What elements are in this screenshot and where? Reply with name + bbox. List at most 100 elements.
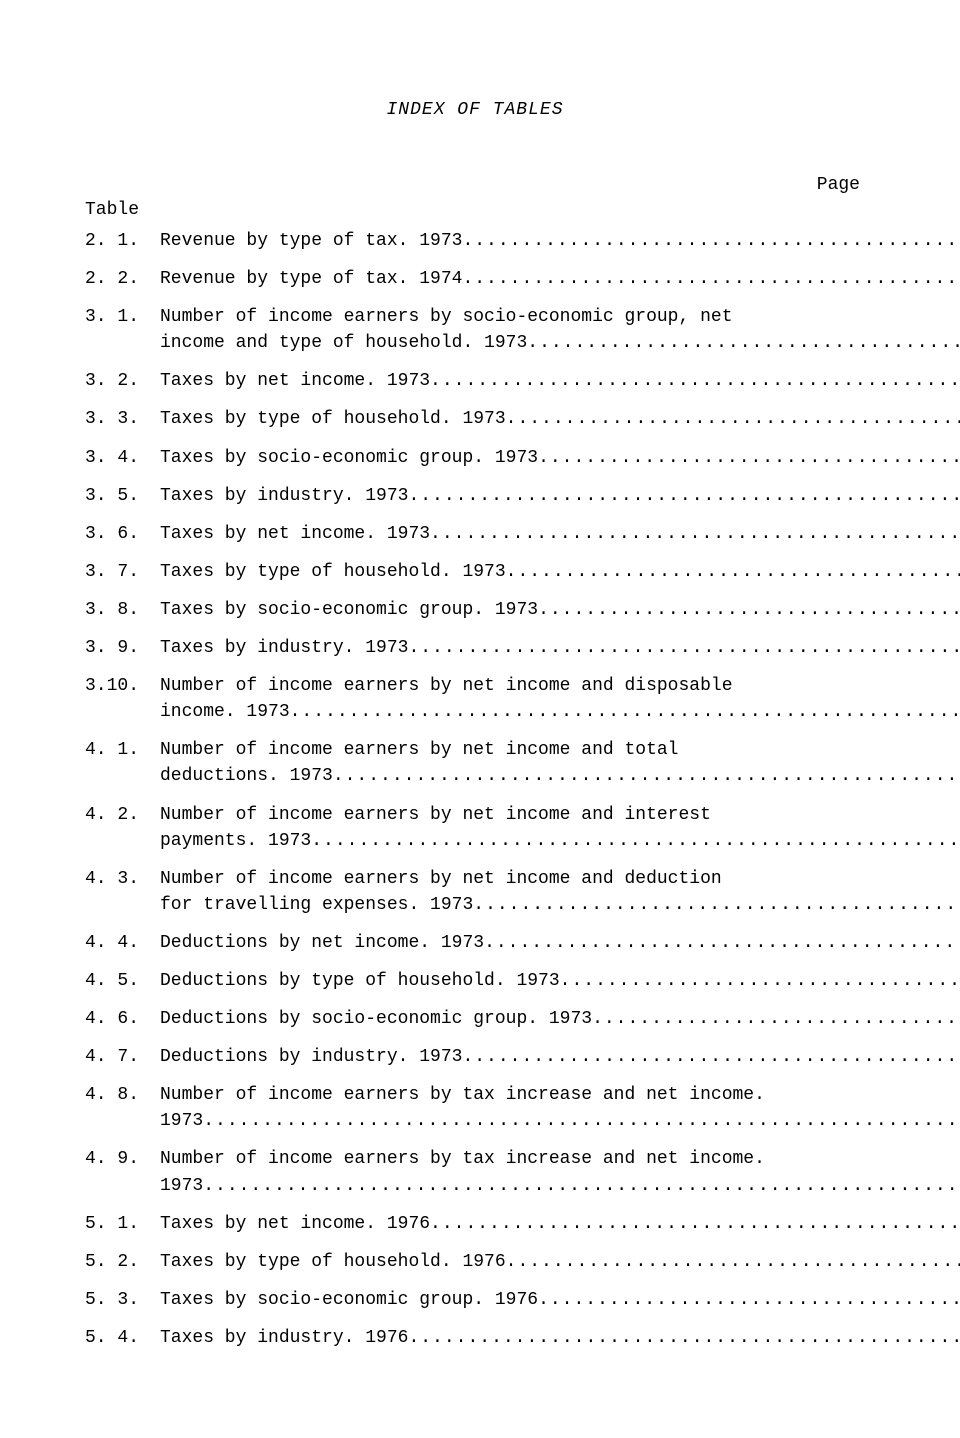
dot-leader: ........................................… (506, 1249, 960, 1275)
entry-title-line: Number of income earners by net income a… (160, 802, 960, 828)
index-entry: 5. 1.Taxes by net income. 1976 .........… (85, 1211, 880, 1237)
index-entry: 4. 8.Number of income earners by tax inc… (85, 1082, 880, 1134)
index-entry: 3. 7.Taxes by type of household. 1973 ..… (85, 559, 880, 585)
entry-number: 3. 9. (85, 635, 160, 661)
index-title: INDEX OF TABLES (70, 100, 880, 120)
index-entry: 4. 6.Deductions by socio-economic group.… (85, 1006, 880, 1032)
entry-number: 4. 2. (85, 802, 160, 828)
index-entry: 4. 5.Deductions by type of household. 19… (85, 968, 880, 994)
entry-title-line: 1973 (160, 1173, 203, 1199)
entry-number: 4. 8. (85, 1082, 160, 1108)
entry-number: 4. 1. (85, 737, 160, 763)
entry-number: 2. 2. (85, 266, 160, 292)
dot-leader: ........................................… (462, 1044, 960, 1070)
entry-number: 4. 7. (85, 1044, 160, 1070)
entry-title-line: Taxes by socio-economic group. 1973 (160, 597, 538, 623)
entry-number: 3.10. (85, 673, 160, 699)
index-entry: 3. 2.Taxes by net income. 1973 .........… (85, 368, 880, 394)
entry-title-line: Revenue by type of tax. 1973 (160, 228, 462, 254)
entry-number: 5. 4. (85, 1325, 160, 1351)
dot-leader: ........................................… (333, 763, 960, 789)
entry-number: 5. 1. (85, 1211, 160, 1237)
index-entry: 4. 2.Number of income earners by net inc… (85, 802, 880, 854)
entry-title-line: Deductions by industry. 1973 (160, 1044, 462, 1070)
index-entry: 4. 7.Deductions by industry. 1973 ......… (85, 1044, 880, 1070)
index-entry: 4. 1.Number of income earners by net inc… (85, 737, 880, 789)
index-entry: 4. 3.Number of income earners by net inc… (85, 866, 880, 918)
dot-leader: ........................................… (311, 828, 960, 854)
entry-title-line: Taxes by socio-economic group. 1976 (160, 1287, 538, 1313)
entry-number: 3. 6. (85, 521, 160, 547)
table-column-header: Table (70, 200, 880, 220)
entry-title-line: Taxes by industry. 1973 (160, 483, 408, 509)
entry-number: 3. 3. (85, 406, 160, 432)
dot-leader: ........................................… (408, 1325, 960, 1351)
entry-title-line: for travelling expenses. 1973 (160, 892, 473, 918)
entry-title-line: Taxes by net income. 1976 (160, 1211, 430, 1237)
entry-number: 3. 1. (85, 304, 160, 330)
index-entries: 2. 1.Revenue by type of tax. 1973 ......… (70, 228, 880, 1351)
dot-leader: ........................................… (408, 635, 960, 661)
index-entry: 3. 9.Taxes by industry. 1973 ...........… (85, 635, 880, 661)
index-entry: 3. 4.Taxes by socio-economic group. 1973… (85, 445, 880, 471)
dot-leader: ........................................… (473, 892, 960, 918)
entry-title-line: deductions. 1973 (160, 763, 333, 789)
dot-leader: ........................................… (430, 1211, 960, 1237)
index-entry: 4. 4.Deductions by net income. 1973 ....… (85, 930, 880, 956)
entry-title-line: Number of income earners by socio-econom… (160, 304, 960, 330)
dot-leader: ........................................… (538, 445, 960, 471)
entry-title-line: Taxes by type of household. 1973 (160, 559, 506, 585)
entry-number: 4. 5. (85, 968, 160, 994)
entry-number: 4. 4. (85, 930, 160, 956)
entry-number: 4. 6. (85, 1006, 160, 1032)
entry-number: 3. 5. (85, 483, 160, 509)
index-entry: 3. 8.Taxes by socio-economic group. 1973… (85, 597, 880, 623)
dot-leader: ........................................… (430, 368, 960, 394)
entry-number: 4. 9. (85, 1146, 160, 1172)
index-entry: 3. 3.Taxes by type of household. 1973 ..… (85, 406, 880, 432)
entry-title-line: Taxes by type of household. 1973 (160, 406, 506, 432)
dot-leader: ........................................… (462, 266, 960, 292)
index-entry: 5. 4.Taxes by industry. 1976 ...........… (85, 1325, 880, 1351)
entry-title-line: Number of income earners by tax increase… (160, 1146, 960, 1172)
entry-title-line: Number of income earners by tax increase… (160, 1082, 960, 1108)
index-entry: 2. 1.Revenue by type of tax. 1973 ......… (85, 228, 880, 254)
entry-number: 3. 7. (85, 559, 160, 585)
entry-title-line: Taxes by socio-economic group. 1973 (160, 445, 538, 471)
dot-leader: ........................................… (430, 521, 960, 547)
index-entry: 5. 2.Taxes by type of household. 1976 ..… (85, 1249, 880, 1275)
index-entry: 3. 5.Taxes by industry. 1973 ...........… (85, 483, 880, 509)
entry-title-line: Number of income earners by net income a… (160, 673, 960, 699)
dot-leader: ........................................… (203, 1173, 960, 1199)
entry-title-line: Deductions by net income. 1973 (160, 930, 484, 956)
dot-leader: ........................................… (506, 559, 960, 585)
dot-leader: ........................................… (203, 1108, 960, 1134)
dot-leader: ........................................… (408, 483, 960, 509)
entry-title-line: payments. 1973 (160, 828, 311, 854)
entry-title-line: Revenue by type of tax. 1974 (160, 266, 462, 292)
dot-leader: ........................................… (560, 968, 960, 994)
entry-number: 3. 2. (85, 368, 160, 394)
entry-title-line: Taxes by net income. 1973 (160, 521, 430, 547)
entry-number: 4. 3. (85, 866, 160, 892)
entry-title-line: income and type of household. 1973 (160, 330, 527, 356)
index-entry: 2. 2.Revenue by type of tax. 1974 ......… (85, 266, 880, 292)
dot-leader: ........................................… (290, 699, 960, 725)
page-column-header: Page (70, 175, 880, 195)
index-entry: 3. 1.Number of income earners by socio-e… (85, 304, 880, 356)
dot-leader: ........................................… (484, 930, 960, 956)
entry-title-line: Deductions by socio-economic group. 1973 (160, 1006, 592, 1032)
entry-number: 2. 1. (85, 228, 160, 254)
dot-leader: ........................................… (538, 597, 960, 623)
dot-leader: ........................................… (527, 330, 960, 356)
index-entry: 3.10.Number of income earners by net inc… (85, 673, 880, 725)
entry-title-line: Deductions by type of household. 1973 (160, 968, 560, 994)
entry-title-line: Taxes by industry. 1973 (160, 635, 408, 661)
entry-number: 3. 4. (85, 445, 160, 471)
entry-title-line: Number of income earners by net income a… (160, 737, 960, 763)
entry-title-line: Taxes by net income. 1973 (160, 368, 430, 394)
dot-leader: ........................................… (506, 406, 960, 432)
entry-title-line: Taxes by type of household. 1976 (160, 1249, 506, 1275)
entry-number: 5. 3. (85, 1287, 160, 1313)
entry-title-line: 1973 (160, 1108, 203, 1134)
